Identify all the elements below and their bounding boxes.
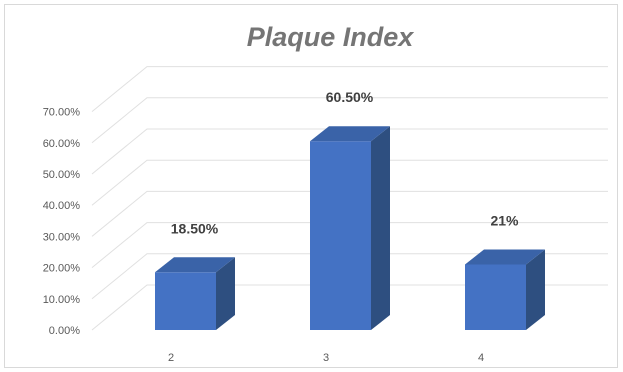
- bar: [465, 249, 545, 330]
- y-axis-ticks: 0.00% 10.00% 20.00% 30.00% 40.00% 50.00% 60.00…: [43, 107, 81, 337]
- y-tick-label: 70.00%: [43, 107, 81, 119]
- gridline: [91, 128, 608, 175]
- gridline: [91, 97, 608, 144]
- gridline: [91, 190, 608, 237]
- y-tick-label: 50.00%: [43, 169, 81, 181]
- y-tick-label: 0.00%: [49, 325, 80, 337]
- bar: [310, 126, 390, 331]
- bars: [155, 126, 545, 331]
- data-label: 21%: [490, 212, 519, 228]
- gridline: [91, 284, 608, 331]
- y-tick-label: 40.00%: [43, 200, 81, 212]
- gridline: [91, 159, 608, 206]
- data-label: 60.50%: [326, 89, 374, 105]
- gridline: [91, 222, 608, 268]
- bar-top: [155, 257, 235, 273]
- y-tick-label: 30.00%: [43, 231, 81, 243]
- x-tick-label: 3: [323, 352, 329, 364]
- bar-front: [155, 272, 216, 330]
- data-labels: 18.50% 60.50% 21%: [171, 89, 519, 236]
- bar-side: [526, 249, 545, 330]
- y-tick-label: 60.00%: [43, 138, 81, 150]
- y-tick-label: 20.00%: [43, 263, 81, 275]
- gridline: [91, 253, 608, 300]
- data-label: 18.50%: [171, 220, 219, 236]
- x-tick-label: 2: [168, 352, 174, 364]
- gridline: [91, 66, 608, 112]
- chart-title: Plaque Index: [247, 22, 415, 52]
- bar-top: [310, 126, 390, 142]
- x-axis-ticks: 2 3 4: [168, 352, 484, 364]
- y-tick-label: 10.00%: [43, 294, 81, 306]
- bar-front: [310, 141, 371, 330]
- bar-side: [216, 257, 235, 330]
- bar: [155, 257, 235, 330]
- bar-side: [371, 126, 390, 331]
- gridlines: [91, 66, 608, 331]
- x-tick-label: 4: [478, 352, 484, 364]
- bar-top: [465, 249, 545, 265]
- bar-front: [465, 264, 526, 330]
